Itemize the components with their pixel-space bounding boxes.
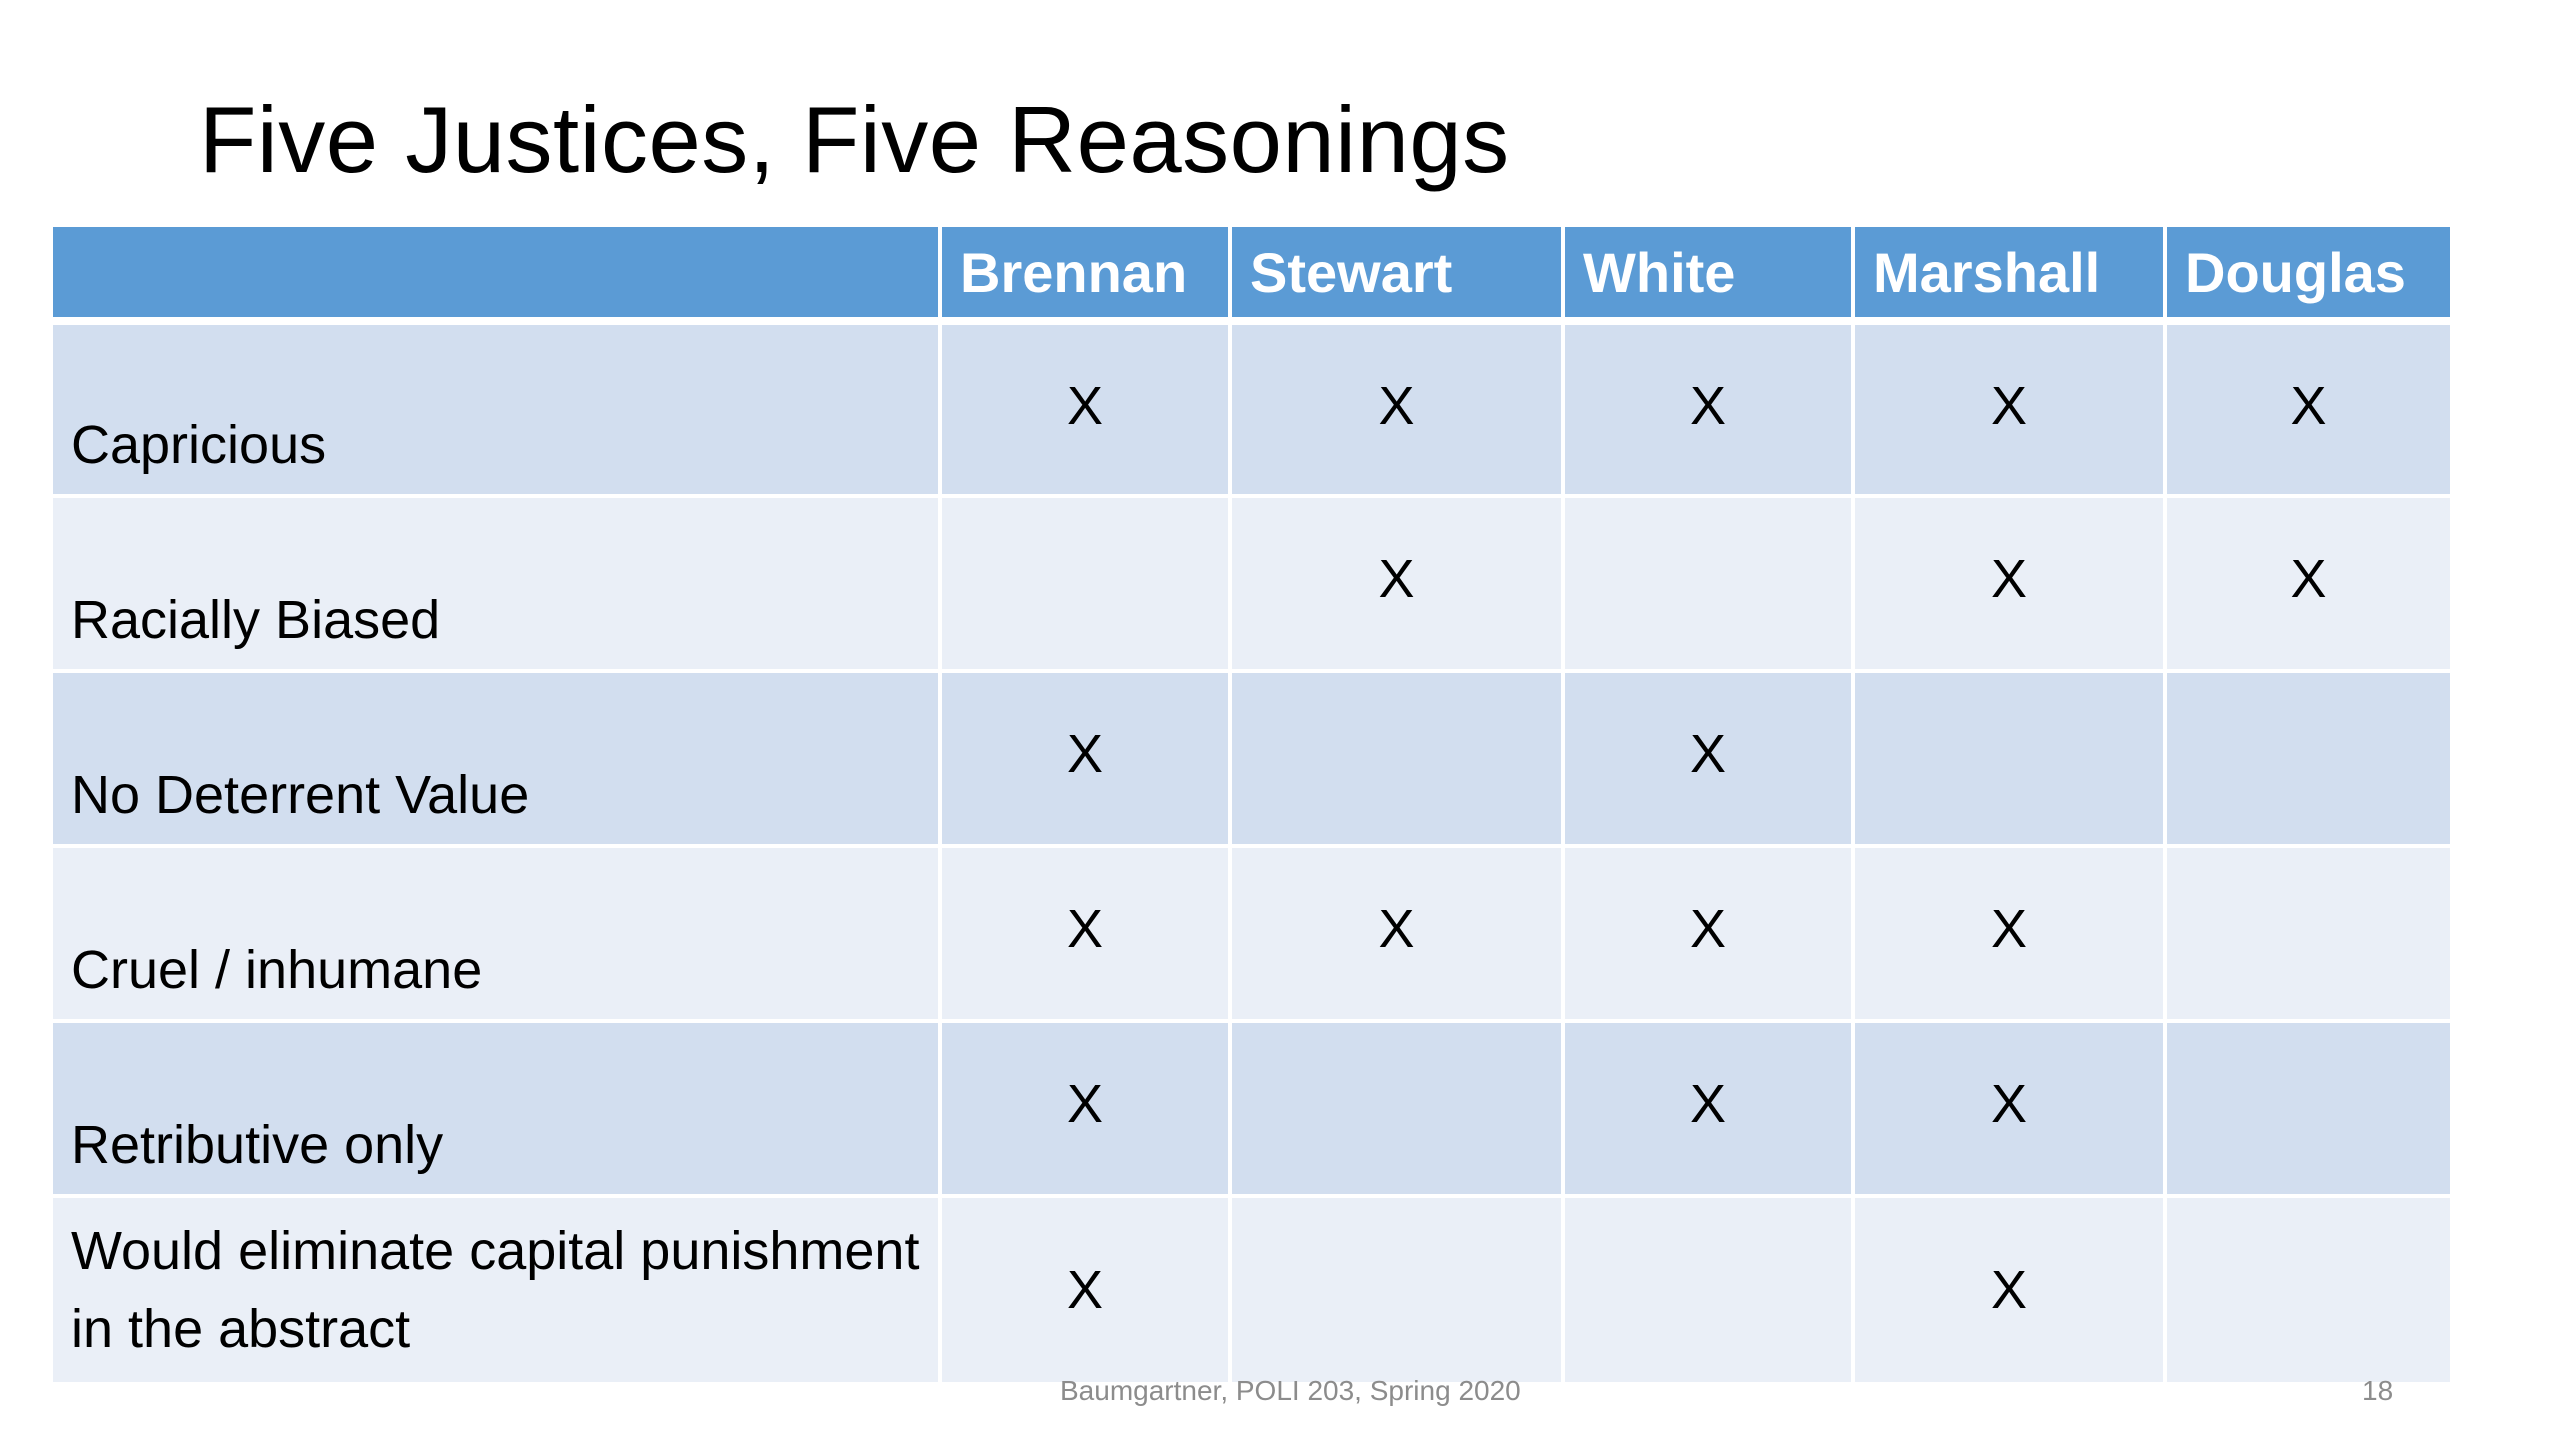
mark-cell [1228, 669, 1565, 848]
row-label: Capricious [49, 319, 942, 498]
row-label: No Deterrent Value [49, 669, 942, 848]
mark-cell: X [1851, 844, 2167, 1023]
mark-cell: X [938, 1194, 1232, 1386]
mark-cell: X [1851, 494, 2167, 673]
mark-cell: X [1561, 669, 1855, 848]
column-header-marshall: Marshall [1851, 223, 2167, 325]
slide-title: Five Justices, Five Reasonings [199, 87, 1510, 192]
slide-page-number: 18 [2362, 1375, 2394, 1406]
mark-cell [1851, 669, 2167, 848]
mark-cell [1228, 1019, 1565, 1198]
mark-cell [1561, 1194, 1855, 1386]
mark-cell [2163, 1194, 2454, 1386]
mark-cell: X [1851, 319, 2167, 498]
mark-cell [1561, 494, 1855, 673]
row-label: Would eliminate capital punishment in th… [49, 1194, 942, 1386]
mark-cell: X [1228, 494, 1565, 673]
mark-cell: X [1228, 844, 1565, 1023]
row-label: Cruel / inhumane [49, 844, 942, 1023]
mark-cell: X [938, 669, 1232, 848]
row-label: Retributive only [49, 1019, 942, 1198]
column-header-brennan: Brennan [938, 223, 1232, 325]
table-row: Would eliminate capital punishment in th… [49, 1194, 2454, 1386]
mark-cell [938, 494, 1232, 673]
mark-cell: X [2163, 494, 2454, 673]
slide-footer: Baumgartner, POLI 203, Spring 2020 [1060, 1375, 1521, 1406]
header-corner-cell [49, 223, 942, 325]
table-row: Capricious X X X X X [49, 319, 2454, 498]
mark-cell: X [1561, 319, 1855, 498]
column-header-white: White [1561, 223, 1855, 325]
table-header-row: Brennan Stewart White Marshall Douglas [49, 223, 2454, 325]
mark-cell [2163, 1019, 2454, 1198]
column-header-stewart: Stewart [1228, 223, 1565, 325]
table-row: No Deterrent Value X X [49, 669, 2454, 848]
mark-cell: X [2163, 319, 2454, 498]
justices-reasoning-table: Brennan Stewart White Marshall Douglas C… [49, 223, 2454, 1386]
mark-cell: X [1561, 1019, 1855, 1198]
mark-cell: X [1228, 319, 1565, 498]
mark-cell: X [938, 1019, 1232, 1198]
mark-cell: X [1561, 844, 1855, 1023]
table-row: Cruel / inhumane X X X X [49, 844, 2454, 1023]
mark-cell [2163, 669, 2454, 848]
mark-cell: X [938, 319, 1232, 498]
table-row: Racially Biased X X X [49, 494, 2454, 673]
mark-cell: X [938, 844, 1232, 1023]
mark-cell: X [1851, 1019, 2167, 1198]
mark-cell [1228, 1194, 1565, 1386]
column-header-douglas: Douglas [2163, 223, 2454, 325]
mark-cell [2163, 844, 2454, 1023]
row-label: Racially Biased [49, 494, 942, 673]
table-row: Retributive only X X X [49, 1019, 2454, 1198]
mark-cell: X [1851, 1194, 2167, 1386]
